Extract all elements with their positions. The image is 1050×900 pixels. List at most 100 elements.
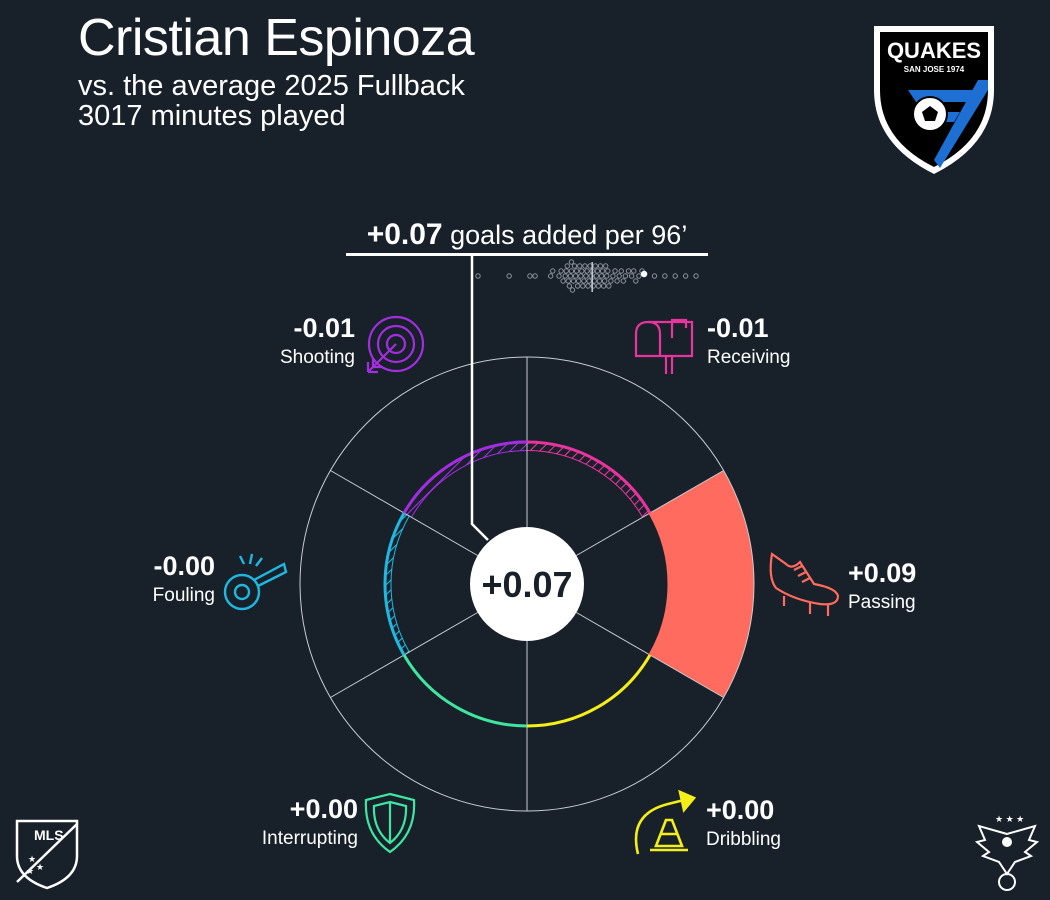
shield-icon: [364, 792, 416, 854]
passing-name: Passing: [848, 592, 916, 613]
interrupting-value: +0.00: [289, 794, 358, 824]
swarm-point: [580, 283, 586, 289]
swarm-point: [598, 273, 605, 279]
receiving-name: Receiving: [707, 347, 791, 368]
swarm-point: [583, 273, 589, 279]
label-interrupting: +0.00 Interrupting: [230, 794, 358, 849]
swarm-point: [547, 273, 554, 279]
swarm-point: [550, 268, 556, 274]
label-shooting: -0.01 Shooting: [250, 313, 355, 368]
eagle-logo: ★ ★ ★: [975, 814, 1039, 891]
swarm-point: [628, 273, 635, 279]
swarm-point: [662, 273, 668, 279]
svg-text:★: ★: [28, 854, 36, 864]
swarm-point: [693, 273, 699, 279]
svg-text:★ ★ ★: ★ ★ ★: [995, 814, 1024, 824]
shooting-value: -0.01: [293, 313, 355, 343]
total-unit-label: goals added per 96’: [450, 220, 688, 250]
target-icon: [366, 315, 425, 374]
swarm-point: [575, 278, 582, 284]
swarm-point: [614, 278, 620, 284]
player-name: Cristian Espinoza: [78, 9, 475, 67]
swarm-point: [605, 268, 611, 274]
label-fouling: -0.00 Fouling: [115, 551, 215, 606]
mailbox-icon: [634, 318, 694, 374]
swarm-point: [570, 278, 577, 284]
swarm-point: [558, 268, 564, 274]
swarm-point: [564, 263, 570, 269]
comparison-subtitle: vs. the average 2025 Fullback: [78, 70, 465, 102]
swarm-point: [475, 273, 481, 279]
quakes-logo: QUAKES SAN JOSE 1974: [874, 26, 994, 174]
svg-text:★: ★: [36, 862, 44, 872]
swarm-point: [574, 283, 581, 289]
swarm-point: [532, 273, 538, 279]
receiving-value: -0.01: [707, 313, 769, 343]
swarm-point: [602, 263, 609, 269]
center-total-label: +0.07: [481, 564, 572, 605]
swarm-point: [566, 283, 573, 289]
swarm-point: [586, 278, 592, 284]
total-connector: [470, 256, 489, 541]
header-underline: [346, 253, 708, 256]
baseline-passing: [648, 512, 671, 656]
mls-logo-text: MLS: [34, 827, 64, 843]
swarm-point: [633, 278, 639, 284]
swarm-point: [618, 268, 624, 274]
shooting-name: Shooting: [279, 347, 355, 368]
swarm-point: [625, 268, 632, 274]
fouling-value: -0.00: [153, 551, 215, 581]
swarm-point: [556, 273, 562, 279]
bar-passing: [649, 470, 754, 698]
swarm-point: [672, 273, 678, 279]
swarm-point: [588, 273, 594, 279]
interrupting-name: Interrupting: [261, 828, 358, 849]
swarm-point: [616, 273, 622, 279]
swarm-point: [527, 273, 533, 279]
swarm-point: [620, 278, 627, 284]
baseline-dribbling: [526, 654, 652, 728]
swarm-point: [595, 283, 602, 289]
swarm-point: [601, 278, 608, 284]
swarm-point: [560, 278, 566, 284]
label-passing: +0.09 Passing: [848, 560, 916, 613]
label-dribbling: +0.00 Dribbling: [706, 795, 781, 850]
swarm-point: [585, 283, 591, 289]
swarm-point: [594, 268, 601, 274]
swarm-point: [567, 273, 574, 279]
swarm-point: [582, 263, 588, 269]
baseline-interrupting: [402, 654, 528, 728]
bar-fouling-neg: [384, 512, 410, 656]
bar-shooting: [403, 441, 528, 518]
swarm-point: [577, 263, 583, 269]
baseline-receiving: [526, 440, 652, 514]
swarm-point: [600, 283, 607, 289]
baseline-fouling: [383, 512, 406, 656]
logo-text: QUAKES: [887, 38, 981, 63]
swarm-point: [612, 268, 618, 274]
dribbling-value: +0.00: [706, 795, 775, 825]
total-value: +0.07: [366, 218, 443, 251]
center-circle: [470, 527, 584, 641]
swarm-point: [571, 263, 578, 269]
mls-logo: MLS ★★★: [15, 819, 79, 890]
swarm-point: [622, 273, 629, 279]
swarm-point: [572, 273, 579, 279]
swarm-point: [584, 268, 590, 274]
swarm-point: [568, 268, 575, 274]
swarm-point: [682, 273, 689, 279]
cone-icon: [634, 789, 697, 855]
swarm-point: [631, 268, 637, 274]
swarm-point: [606, 283, 612, 289]
swarm-point: [597, 263, 604, 269]
swarm-point: [592, 263, 599, 269]
swarm-point: [651, 273, 658, 279]
swarm-point: [579, 268, 585, 274]
swarm-point: [590, 283, 596, 289]
swarm-point: [608, 278, 614, 284]
swarm-point: [563, 268, 569, 274]
fouling-name: Fouling: [152, 585, 215, 606]
swarm-point: [636, 273, 642, 279]
swarm-point: [565, 278, 572, 284]
swarm-point: [562, 273, 568, 279]
